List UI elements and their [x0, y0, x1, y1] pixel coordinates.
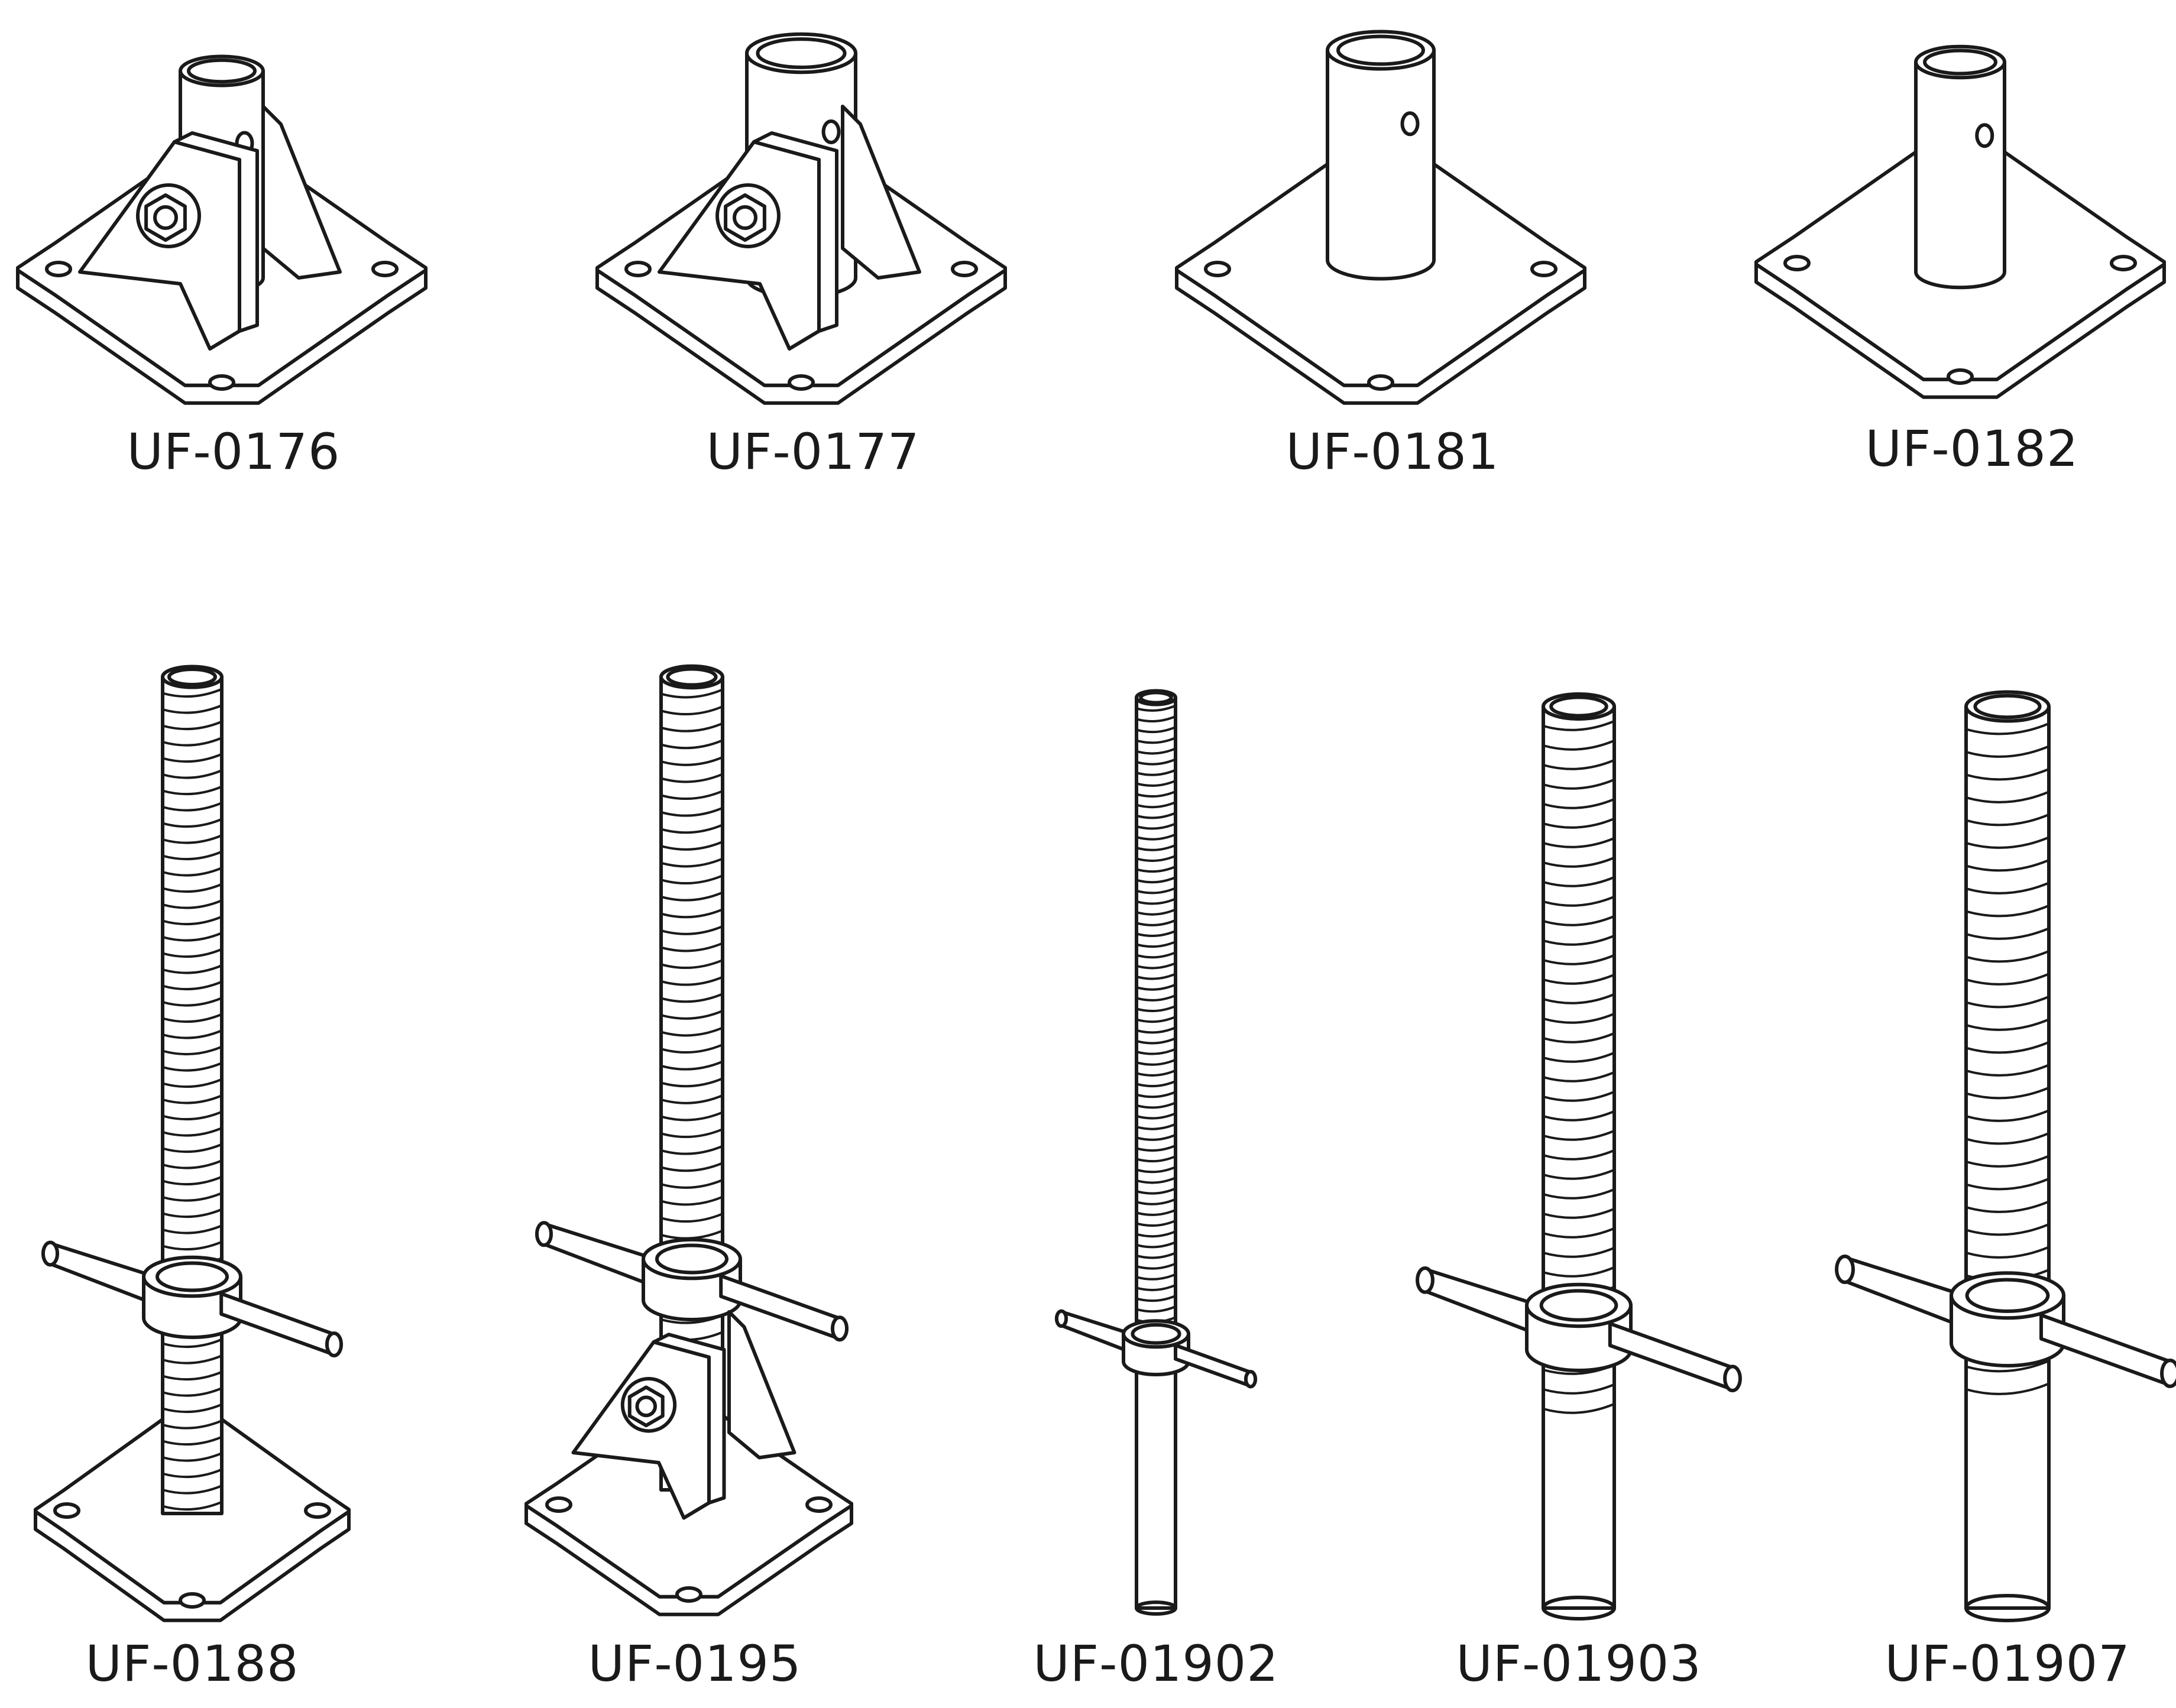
bolt-hole [1947, 368, 1974, 385]
screw-rod [161, 675, 224, 1515]
tube-bore [1923, 48, 1997, 76]
bolt-hole [2110, 255, 2137, 271]
gusset-thickness [652, 1333, 726, 1505]
bolt-hole [371, 261, 399, 277]
tube-bore [1336, 34, 1425, 66]
rod-bottom [1542, 1596, 1616, 1621]
tube-body [1326, 48, 1436, 281]
bolt-hole [675, 1586, 702, 1603]
tube-bore [187, 58, 257, 84]
bolt-hole [179, 1592, 206, 1609]
nut-inner [1131, 1323, 1181, 1345]
rod-bore [1973, 693, 2042, 720]
product-uf-01907 [1835, 690, 2176, 1622]
product-uf-0181 [1175, 30, 1586, 405]
bolt-end [153, 205, 178, 230]
bolt-hole [545, 1496, 572, 1513]
label-uf-0188: UF-0188 [85, 1635, 299, 1693]
bolt-hole [788, 374, 815, 391]
rod-bore [1549, 695, 1608, 718]
handle-right-end [1244, 1370, 1258, 1389]
nut-inner [1539, 1289, 1618, 1322]
bolt-hole [1530, 261, 1557, 277]
bolt-hole [304, 1502, 331, 1519]
rod-bottom [1964, 1594, 2051, 1622]
rod-bore [666, 667, 718, 687]
tube-bore [756, 37, 847, 69]
bolt-hole [1783, 255, 1811, 271]
product-uf-0182 [1754, 44, 2166, 399]
bolt-hole [805, 1496, 833, 1513]
label-uf-01902: UF-01902 [1033, 1635, 1279, 1693]
label-uf-01907: UF-01907 [1884, 1635, 2130, 1693]
handle-right-end [2160, 1359, 2176, 1388]
handle-left-end [1416, 1266, 1435, 1294]
bolt-hole [1367, 374, 1394, 391]
rod-bore [1139, 691, 1173, 705]
rear-gusset [841, 105, 921, 280]
handle-right-end [325, 1331, 344, 1357]
product-uf-0188 [34, 665, 351, 1622]
rear-gusset [261, 105, 342, 280]
handle-left-end [41, 1240, 60, 1267]
bolt-hole [45, 261, 72, 277]
nut-inner [655, 1243, 729, 1275]
label-uf-0177: UF-0177 [706, 423, 920, 481]
handle-left-end [1054, 1309, 1068, 1328]
bolt-end [635, 1395, 658, 1418]
product-uf-01903 [1416, 692, 1742, 1621]
screw-threads [161, 688, 223, 1511]
handle-left-end [535, 1221, 553, 1247]
bolt-hole [624, 261, 652, 277]
gusset-thickness [173, 131, 259, 333]
product-uf-01902 [1054, 689, 1258, 1616]
label-uf-0181: UF-0181 [1285, 423, 1500, 481]
pin-hole [1400, 111, 1420, 137]
pin-hole [1975, 123, 1994, 148]
gusset-thickness [752, 131, 838, 333]
handle-right-end [830, 1315, 849, 1342]
bolt-hole [1204, 261, 1231, 277]
label-uf-0182: UF-0182 [1865, 420, 2079, 478]
nut-inner [155, 1261, 229, 1292]
pin-hole [821, 119, 841, 144]
product-uf-0195 [524, 664, 853, 1616]
nut-inner [1965, 1278, 2050, 1313]
label-uf-01903: UF-01903 [1456, 1635, 1702, 1693]
handle-right-end [1723, 1365, 1742, 1393]
product-uf-0176 [16, 54, 428, 405]
screw-rod [1135, 696, 1177, 1610]
label-uf-0195: UF-0195 [588, 1635, 802, 1693]
rod-bottom [1135, 1600, 1177, 1616]
handle-left-end [1835, 1255, 1855, 1284]
tube-body [1914, 60, 2006, 290]
product-uf-0177 [595, 32, 1007, 405]
bolt-hole [53, 1502, 80, 1519]
bolt-hole [208, 374, 235, 391]
bolt-hole [951, 261, 978, 277]
bolt-end [733, 205, 757, 230]
rod-bore [167, 667, 217, 686]
rear-gusset [727, 1310, 796, 1460]
label-uf-0176: UF-0176 [127, 423, 341, 481]
